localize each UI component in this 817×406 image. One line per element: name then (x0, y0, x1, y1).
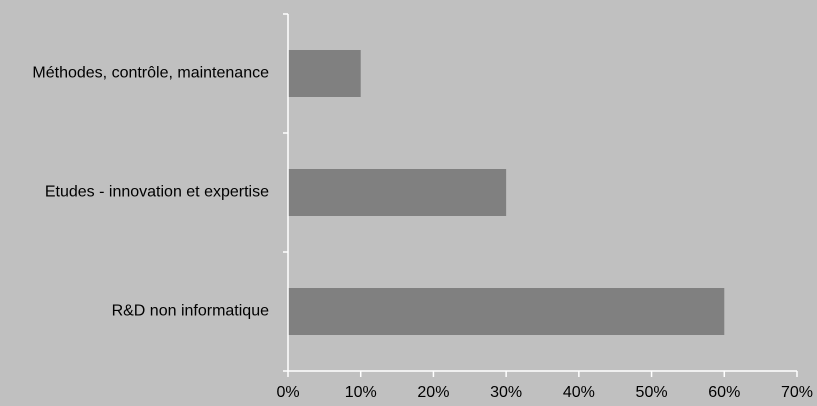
bar-3 (288, 287, 725, 336)
x-tick-label: 0% (276, 384, 299, 401)
x-tick-label: 40% (563, 384, 595, 401)
axes-layer (283, 13, 798, 377)
category-label: Etudes - innovation et expertise (45, 184, 269, 201)
bar-1 (288, 49, 361, 98)
category-label: Méthodes, contrôle, maintenance (32, 65, 269, 82)
x-tick-label: 50% (636, 384, 668, 401)
x-tick-label: 10% (345, 384, 377, 401)
bar-2 (288, 168, 507, 217)
x-tick-label: 60% (708, 384, 740, 401)
category-label: R&D non informatique (112, 303, 270, 320)
labels-layer: Méthodes, contrôle, maintenance Etudes - … (32, 65, 813, 401)
x-tick-label: 70% (781, 384, 813, 401)
bars-layer (288, 49, 725, 336)
x-tick-label: 20% (417, 384, 449, 401)
x-tick-label: 30% (490, 384, 522, 401)
